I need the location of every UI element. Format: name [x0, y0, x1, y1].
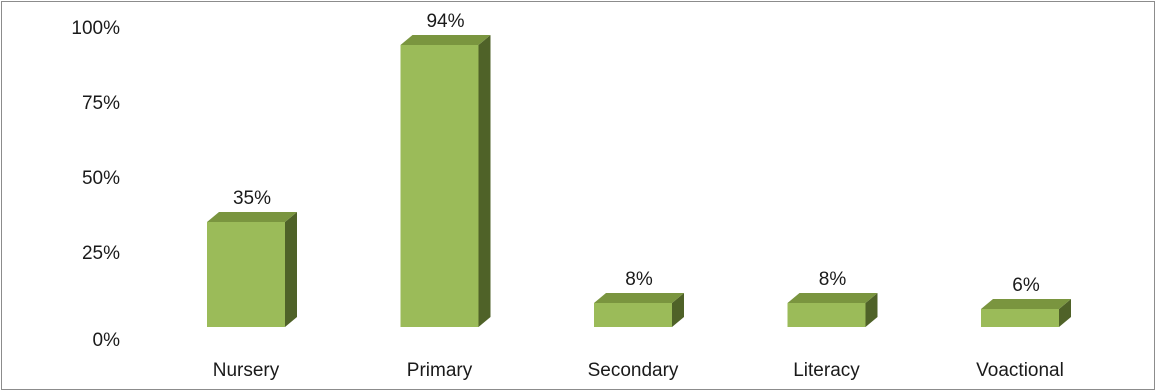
y-tick-label: 0%: [93, 330, 121, 351]
x-axis: Nursery Primary Secondary Literacy Voactiona…: [213, 360, 1064, 381]
bar-side: [285, 212, 297, 327]
category-label: Secondary: [588, 360, 679, 381]
bar-front: [787, 303, 866, 327]
y-tick-label: 50%: [82, 168, 120, 189]
data-label: 6%: [1012, 275, 1040, 296]
y-axis: 0% 25% 50% 75% 100%: [71, 18, 120, 351]
bar-front: [594, 303, 672, 327]
bar-front: [207, 222, 285, 327]
bar-nursery: [207, 212, 297, 327]
category-label: Literacy: [793, 360, 860, 381]
bar-side: [865, 293, 878, 327]
data-label: 35%: [233, 188, 271, 209]
bar-front: [400, 45, 479, 327]
data-label: 8%: [819, 269, 847, 290]
bar-side: [478, 35, 491, 327]
bar-literacy: [787, 293, 878, 327]
category-label: Voactional: [976, 360, 1064, 381]
y-tick-label: 75%: [82, 93, 120, 114]
y-tick-label: 100%: [71, 18, 120, 39]
bar-top: [400, 35, 491, 45]
bar-voactional: [981, 299, 1071, 327]
bar-front: [981, 309, 1059, 327]
bar-top: [594, 293, 684, 303]
bars: 35% 94% 8% 8% 6%: [207, 11, 1071, 327]
bar-top: [981, 299, 1071, 309]
data-label: 8%: [625, 269, 653, 290]
category-label: Primary: [407, 360, 473, 381]
data-label: 94%: [426, 11, 464, 32]
bar-top: [787, 293, 878, 303]
bar-side: [672, 293, 684, 327]
bar-secondary: [594, 293, 684, 327]
y-tick-label: 25%: [82, 243, 120, 264]
bar-primary: [400, 35, 491, 327]
category-label: Nursery: [213, 360, 280, 381]
bar-top: [207, 212, 297, 222]
bar-side: [1059, 299, 1071, 327]
